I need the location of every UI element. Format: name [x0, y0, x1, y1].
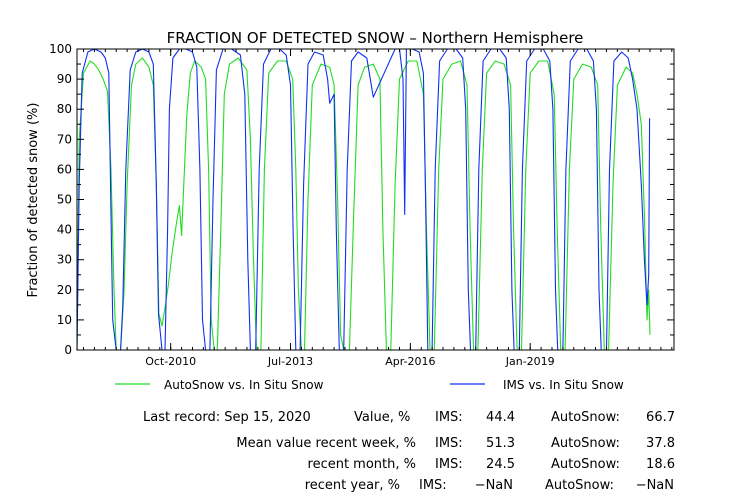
- month-autosnow-value: 18.6: [646, 457, 675, 472]
- year-label: recent year, %: [304, 478, 400, 493]
- y-axis: 0 10 20 30 40 50 60 70 80 90 100: [49, 42, 674, 357]
- chart-title: FRACTION OF DETECTED SNOW – Northern Hem…: [167, 29, 584, 47]
- x-axis: Oct-2010 Jul-2013 Apr-2016 Jan-2019: [83, 49, 673, 368]
- legend-label-ims: IMS vs. In Situ Snow: [503, 378, 624, 392]
- last-ims-label: IMS:: [435, 410, 463, 425]
- year-autosnow-label: AutoSnow:: [545, 478, 614, 493]
- month-ims-value: 24.5: [486, 457, 515, 472]
- x-tick-label: Jan-2019: [505, 355, 555, 368]
- last-record-label: Last record: Sep 15, 2020: [143, 410, 311, 425]
- year-ims-value: −NaN: [474, 478, 513, 493]
- plot-frame: [76, 48, 675, 351]
- legend: AutoSnow vs. In Situ Snow IMS vs. In Sit…: [115, 378, 624, 392]
- y-tick-label: 60: [57, 162, 72, 176]
- x-tick-label: Jul-2013: [267, 355, 313, 368]
- series-line-autosnow: [76, 57, 651, 351]
- year-autosnow-value: −NaN: [635, 478, 674, 493]
- week-label: Mean value recent week, %: [236, 436, 416, 451]
- snow-fraction-chart: FRACTION OF DETECTED SNOW – Northern Hem…: [26, 29, 675, 392]
- y-tick-label: 30: [57, 253, 72, 267]
- year-ims-label: IMS:: [419, 478, 447, 493]
- last-autosnow-label: AutoSnow:: [551, 410, 620, 425]
- last-autosnow-value: 66.7: [646, 410, 675, 425]
- y-tick-label: 10: [57, 313, 72, 327]
- y-axis-label: Fraction of detected snow (%): [26, 103, 41, 298]
- week-autosnow-value: 37.8: [646, 436, 675, 451]
- y-tick-label: 80: [57, 102, 72, 116]
- y-tick-label: 40: [57, 223, 72, 237]
- month-autosnow-label: AutoSnow:: [551, 457, 620, 472]
- x-tick-label: Apr-2016: [385, 355, 435, 368]
- month-ims-label: IMS:: [435, 457, 463, 472]
- week-ims-value: 51.3: [486, 436, 515, 451]
- x-tick-label: Oct-2010: [145, 355, 196, 368]
- y-tick-label: 0: [64, 343, 72, 357]
- y-tick-label: 90: [57, 72, 72, 86]
- legend-label-autosnow: AutoSnow vs. In Situ Snow: [164, 378, 324, 392]
- series-line-ims: [76, 48, 651, 351]
- plot-area: [76, 48, 651, 351]
- last-ims-value: 44.4: [486, 410, 515, 425]
- y-tick-label: 100: [49, 42, 72, 56]
- y-tick-label: 50: [57, 193, 72, 207]
- y-tick-label: 20: [57, 283, 72, 297]
- y-tick-label: 70: [57, 132, 72, 146]
- week-autosnow-label: AutoSnow:: [551, 436, 620, 451]
- month-label: recent month, %: [307, 457, 416, 472]
- value-label: Value, %: [354, 410, 411, 425]
- week-ims-label: IMS:: [435, 436, 463, 451]
